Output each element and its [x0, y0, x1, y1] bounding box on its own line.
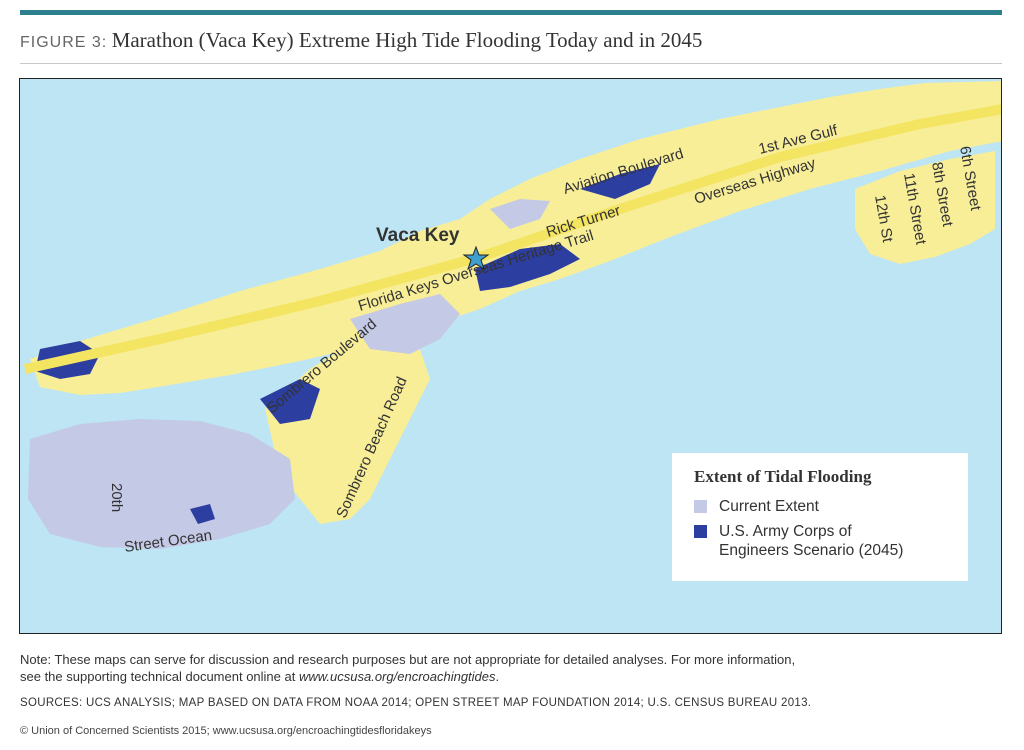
legend-label-scenario-2045: U.S. Army Corps of Engineers Scenario (2…	[719, 522, 903, 560]
scenario-2045-central	[475, 244, 580, 291]
current-extent-southwest	[28, 419, 295, 549]
scenario-2045-north	[580, 164, 660, 199]
current-extent-north	[490, 199, 550, 229]
figure-title: Marathon (Vaca Key) Extreme High Tide Fl…	[111, 28, 703, 52]
scenario-2045-swatch	[694, 525, 707, 538]
legend-label-scenario-line2: Engineers Scenario (2045)	[719, 542, 904, 559]
current-extent-swatch	[694, 500, 707, 513]
legend-item-scenario-2045: U.S. Army Corps of Engineers Scenario (2…	[694, 522, 946, 560]
star-marker-icon[interactable]	[462, 245, 490, 271]
top-accent-bar	[20, 10, 1002, 15]
figure-label: FIGURE 3:	[20, 34, 108, 51]
note-line2-prefix: see the supporting technical document on…	[20, 669, 299, 684]
east-streets-land	[855, 151, 995, 264]
map-note: Note: These maps can serve for discussio…	[20, 651, 980, 685]
note-link[interactable]: www.ucsusa.org/encroachingtides	[298, 669, 496, 684]
scenario-2045-sombrero	[260, 379, 320, 424]
current-extent-center	[350, 294, 460, 354]
sources-line: SOURCES: UCS ANALYSIS; MAP BASED ON DATA…	[20, 697, 812, 709]
flood-map[interactable]: Florida Keys Overseas Heritage Trail Ove…	[19, 78, 1002, 634]
place-label-vaca-key: Vaca Key	[376, 225, 460, 246]
note-line2-suffix: .	[495, 669, 500, 684]
label-20th: 20th	[108, 483, 125, 512]
legend-label-current-extent: Current Extent	[719, 498, 819, 515]
legend-item-current-extent: Current Extent	[694, 497, 946, 516]
copyright-line: © Union of Concerned Scientists 2015; ww…	[20, 725, 432, 737]
map-canvas: Florida Keys Overseas Heritage Trail Ove…	[23, 81, 1001, 556]
scenario-2045-sw-islet	[190, 504, 215, 524]
vaca-key-land	[30, 81, 1001, 395]
legend-title: Extent of Tidal Flooding	[694, 467, 872, 486]
figure-heading: FIGURE 3: Marathon (Vaca Key) Extreme Hi…	[20, 28, 702, 53]
legend-label-scenario-line1: U.S. Army Corps of	[719, 523, 852, 540]
overseas-highway-road	[23, 104, 1001, 374]
title-divider	[20, 63, 1002, 64]
map-legend: Extent of Tidal Flooding Current Extent …	[672, 453, 968, 581]
note-line1: Note: These maps can serve for discussio…	[20, 652, 796, 667]
